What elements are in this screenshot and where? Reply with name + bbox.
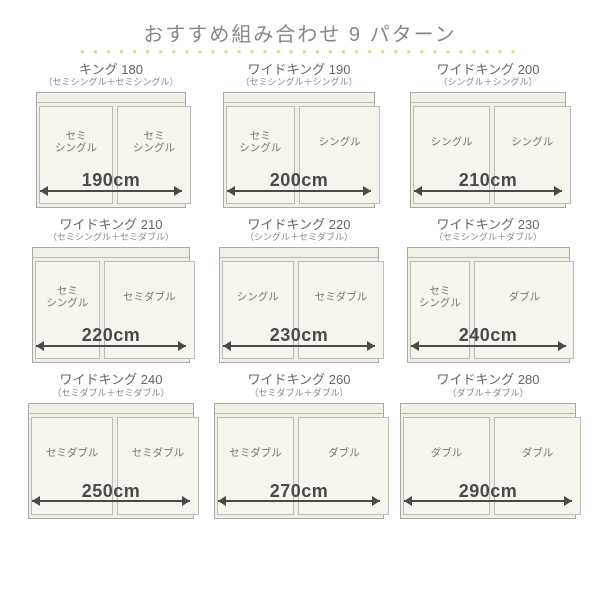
mattress-right-label: ダブル — [509, 291, 541, 329]
bed-mattresses: シングルセミダブル — [220, 258, 378, 362]
mattress-right-label: シングル — [511, 136, 553, 174]
cell-subtitle: （ダブル＋ダブル） — [447, 389, 528, 399]
cell-subtitle: （セミダブル＋ダブル） — [249, 389, 348, 399]
mattress-left: セミシングル — [39, 106, 113, 204]
mattress-left: ダブル — [403, 417, 490, 515]
mattress-right: ダブル — [298, 417, 389, 515]
mattress-left: セミシングル — [35, 261, 100, 359]
mattress-left: セミシングル — [410, 261, 471, 359]
page: おすすめ組み合わせ 9 パターン ● ● ● ● ● ● ● ● ● ● ● ●… — [0, 0, 600, 529]
mattress-right: セミダブル — [104, 261, 195, 359]
pattern-cell: ワイドキング 220（シングル＋セミダブル） シングルセミダブル230cm — [212, 218, 386, 363]
mattress-right: セミダブル — [298, 261, 384, 359]
mattress-right: シングル — [494, 106, 571, 204]
cell-subtitle: （シングル＋セミダブル） — [245, 233, 353, 243]
title-block: おすすめ組み合わせ 9 パターン ● ● ● ● ● ● ● ● ● ● ● ●… — [24, 18, 576, 55]
bed-headboard — [408, 248, 569, 258]
cell-subtitle: （シングル＋シングル） — [438, 78, 537, 88]
bed-diagram: シングルセミダブル230cm — [219, 247, 379, 363]
cell-subtitle: （セミシングル＋セミダブル） — [48, 233, 174, 243]
bed-headboard — [401, 404, 575, 414]
cell-title: キング 180 — [79, 63, 143, 77]
bed-headboard — [37, 93, 185, 103]
bed-mattresses: セミシングルシングル — [224, 103, 375, 207]
mattress-left-label: シングル — [431, 136, 473, 174]
bed-diagram: セミシングルシングル200cm — [223, 92, 376, 208]
bed-headboard — [224, 93, 375, 103]
mattress-left-label: セミシングル — [55, 130, 97, 180]
bed-headboard — [411, 93, 564, 103]
mattress-left-label: シングル — [237, 291, 279, 329]
bed-mattresses: セミシングルセミシングル — [37, 103, 185, 207]
bed-diagram: セミダブルダブル270cm — [214, 403, 385, 519]
cell-title: ワイドキング 200 — [437, 63, 540, 77]
bed-headboard — [33, 248, 189, 258]
mattress-right-label: ダブル — [522, 447, 554, 485]
pattern-grid: キング 180（セミシングル＋セミシングル）セミシングルセミシングル190cmワ… — [24, 63, 576, 519]
mattress-left: セミシングル — [226, 106, 295, 204]
pattern-cell: ワイドキング 190（セミシングル＋シングル） セミシングルシングル200cm — [212, 63, 386, 208]
cell-title: ワイドキング 280 — [437, 373, 540, 387]
mattress-left-label: セミシングル — [239, 130, 281, 180]
pattern-cell: ワイドキング 280（ダブル＋ダブル）ダブルダブル290cm — [400, 373, 576, 518]
bed-diagram: セミシングルダブル240cm — [407, 247, 570, 363]
mattress-right: ダブル — [494, 417, 581, 515]
mattress-left: セミダブル — [217, 417, 295, 515]
bed-headboard — [220, 248, 378, 258]
bed-mattresses: セミシングルセミダブル — [33, 258, 189, 362]
mattress-left: セミダブル — [31, 417, 113, 515]
pattern-cell: ワイドキング 210（セミシングル＋セミダブル） セミシングルセミダブル220cm — [24, 218, 198, 363]
bed-diagram: セミシングルセミシングル190cm — [36, 92, 186, 208]
bed-mattresses: シングルシングル — [411, 103, 564, 207]
mattress-left-label: セミダブル — [229, 447, 282, 485]
bed-diagram: ダブルダブル290cm — [400, 403, 576, 519]
pattern-cell: ワイドキング 200（シングル＋シングル） シングルシングル210cm — [400, 63, 576, 208]
pattern-cell: キング 180（セミシングル＋セミシングル） セミシングルセミシングル190cm — [24, 63, 198, 208]
cell-title: ワイドキング 230 — [437, 218, 540, 232]
bed-headboard — [29, 404, 193, 414]
cell-subtitle: （セミシングル＋ダブル） — [434, 233, 542, 243]
bed-mattresses: セミダブル ダブル — [215, 414, 384, 518]
bed-diagram: セミシングルセミダブル220cm — [32, 247, 190, 363]
pattern-cell: ワイドキング 230（セミシングル＋ダブル）セミシングルダブル240cm — [400, 218, 576, 363]
cell-subtitle: （セミダブル＋セミダブル） — [52, 389, 169, 399]
page-title: おすすめ組み合わせ 9 パターン — [24, 18, 576, 47]
cell-title: ワイドキング 190 — [248, 63, 351, 77]
mattress-right: セミシングル — [117, 106, 191, 204]
bed-diagram: セミダブルセミダブル250cm — [28, 403, 194, 519]
cell-title: ワイドキング 220 — [248, 218, 351, 232]
mattress-right-label: ダブル — [328, 447, 360, 485]
cell-subtitle: （セミシングル＋セミシングル） — [43, 78, 178, 88]
bed-mattresses: セミシングル ダブル — [408, 258, 569, 362]
mattress-right-label: シングル — [319, 136, 361, 174]
mattress-right: セミダブル — [117, 417, 199, 515]
mattress-right: ダブル — [474, 261, 574, 359]
bed-mattresses: セミダブルセミダブル — [29, 414, 193, 518]
pattern-cell: ワイドキング 260（セミダブル＋ダブル）セミダブルダブル270cm — [212, 373, 386, 518]
cell-title: ワイドキング 210 — [60, 218, 163, 232]
cell-title: ワイドキング 260 — [248, 373, 351, 387]
mattress-left: シングル — [222, 261, 294, 359]
mattress-left-label: ダブル — [431, 447, 463, 485]
mattress-right: シングル — [299, 106, 380, 204]
mattress-right-label: セミシングル — [133, 130, 175, 180]
title-underline-dots: ● ● ● ● ● ● ● ● ● ● ● ● ● ● ● ● ● ● ● ● … — [80, 49, 520, 55]
mattress-right-label: セミダブル — [123, 291, 176, 329]
mattress-left-label: セミシングル — [46, 285, 88, 335]
cell-title: ワイドキング 240 — [60, 373, 163, 387]
mattress-left-label: セミダブル — [46, 447, 99, 485]
bed-diagram: シングルシングル210cm — [410, 92, 565, 208]
cell-subtitle: （セミシングル＋シングル） — [240, 78, 357, 88]
mattress-right-label: セミダブル — [315, 291, 368, 329]
bed-headboard — [215, 404, 384, 414]
mattress-left-label: セミシングル — [419, 285, 461, 335]
bed-mattresses: ダブル ダブル — [401, 414, 575, 518]
mattress-left: シングル — [413, 106, 490, 204]
pattern-cell: ワイドキング 240 （セミダブル＋セミダブル） セミダブルセミダブル250cm — [24, 373, 198, 518]
mattress-right-label: セミダブル — [132, 447, 185, 485]
